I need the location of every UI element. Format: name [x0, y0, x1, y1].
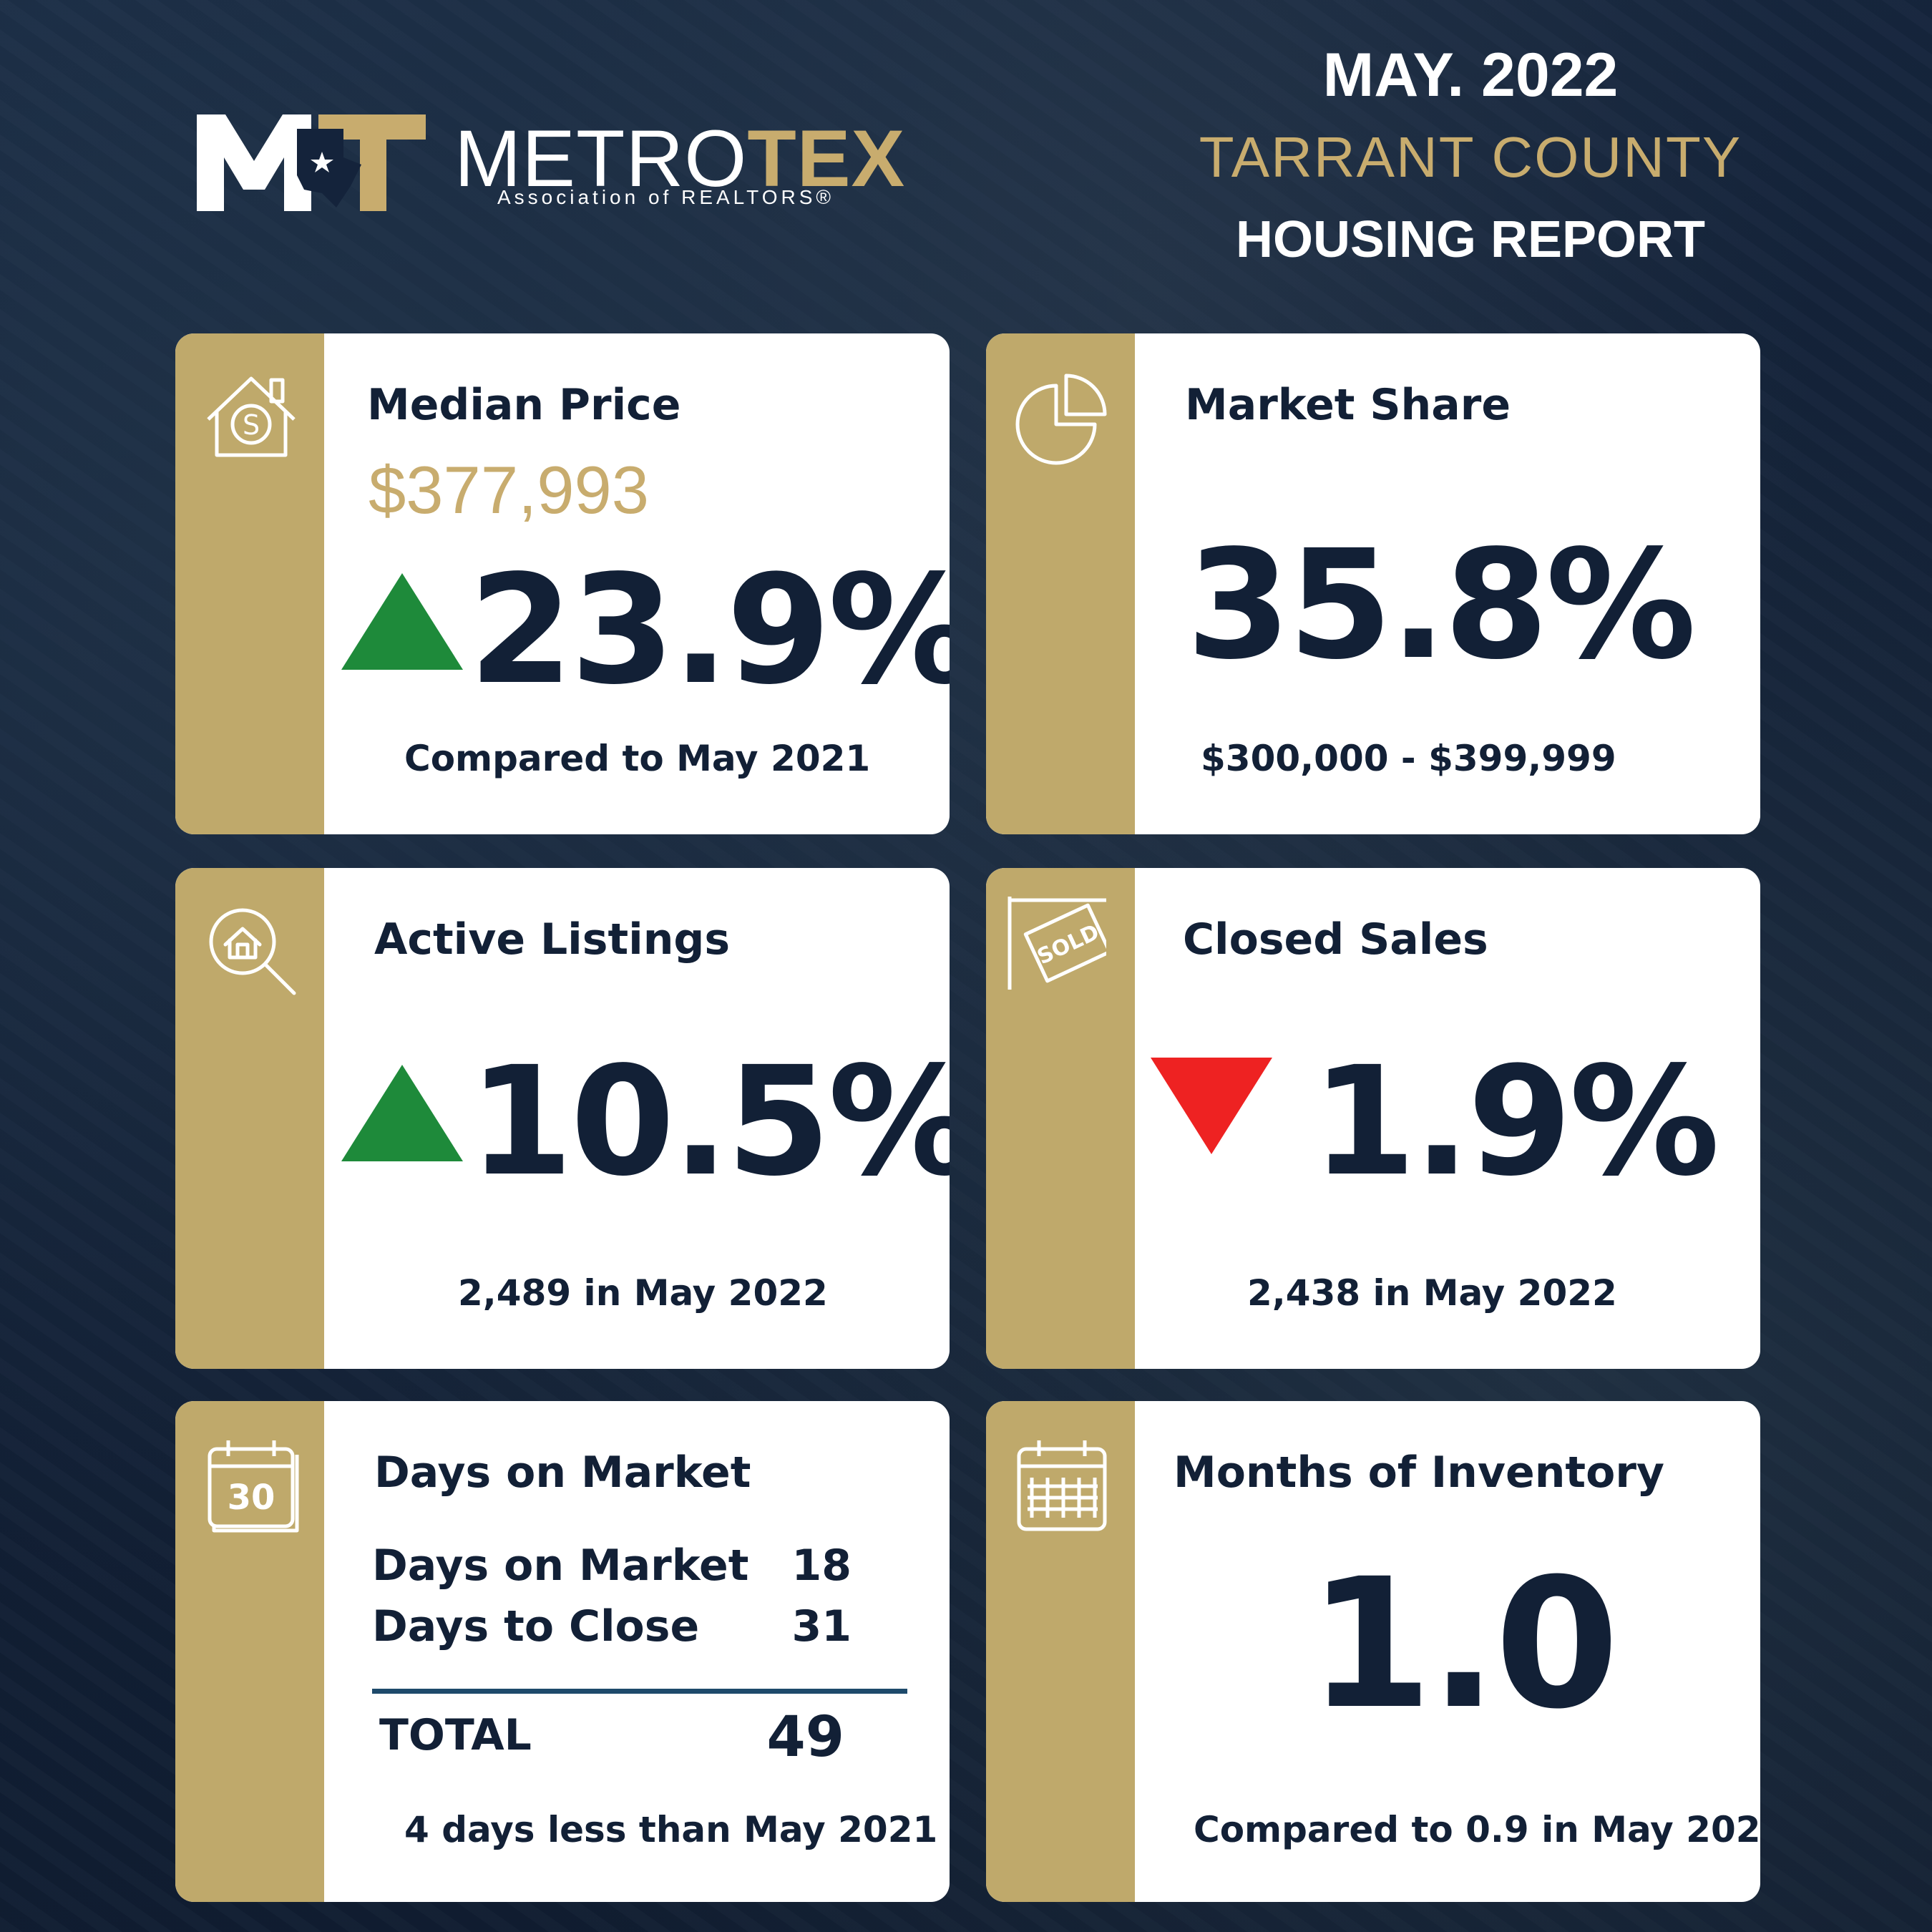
median-price-card: S Median Price $377,993 23.9% Compared t…	[175, 333, 950, 834]
mt-logo-mark-icon	[197, 114, 426, 211]
card-sidebar	[175, 333, 324, 834]
dom-row-value: 18	[791, 1541, 852, 1591]
metrotex-tagline: Association of REALTORS®	[497, 186, 835, 208]
months-inventory-note: Compared to 0.9 in May 2021	[1194, 1809, 1760, 1850]
card-sidebar	[175, 1401, 324, 1902]
dtc-row-label: Days to Close	[372, 1601, 700, 1652]
days-on-market-title: Days on Market	[374, 1448, 751, 1498]
median-price-value: $377,993	[369, 452, 650, 527]
total-divider	[372, 1689, 907, 1694]
median-price-title: Median Price	[367, 380, 681, 430]
dtc-row-value: 31	[791, 1601, 852, 1652]
active-listings-note: 2,489 in May 2022	[458, 1272, 828, 1314]
house-dollar-icon: S	[207, 376, 296, 457]
house-search-icon	[209, 908, 296, 995]
months-inventory-title: Months of Inventory	[1174, 1448, 1665, 1498]
report-title-block: MAY. 2022 TARRANT COUNTY HOUSING REPORT	[1095, 36, 1846, 279]
dom-row-label: Days on Market	[372, 1541, 749, 1591]
active-listings-card: Active Listings 10.5% 2,489 in May 2022	[175, 868, 950, 1369]
calendar-30-icon: 30	[208, 1440, 299, 1533]
months-inventory-value: 1.0	[1308, 1540, 1619, 1748]
metrotex-wordmark: METROTEX	[454, 114, 906, 203]
svg-text:S: S	[243, 409, 260, 441]
days-on-market-note: 4 days less than May 2021	[404, 1809, 938, 1850]
market-share-card: Market Share 35.8% $300,000 - $399,999	[986, 333, 1760, 834]
total-label: TOTAL	[379, 1710, 532, 1760]
closed-sales-card: SOLD Closed Sales 1.9% 2,438 in May 2022	[986, 868, 1760, 1369]
active-listings-change: 10.5%	[469, 1034, 950, 1209]
median-price-note: Compared to May 2021	[404, 738, 871, 779]
metrotex-logo: METROTEX Association of REALTORS®	[197, 107, 912, 215]
sold-sign-icon: SOLD	[1008, 897, 1106, 990]
up-arrow-icon	[341, 1065, 463, 1161]
calendar-grid-icon	[1017, 1440, 1107, 1531]
card-sidebar	[986, 333, 1135, 834]
closed-sales-note: 2,438 in May 2022	[1247, 1272, 1617, 1314]
months-inventory-card: Months of Inventory 1.0 Compared to 0.9 …	[986, 1401, 1760, 1902]
market-share-title: Market Share	[1185, 380, 1511, 430]
pie-chart-icon	[1015, 374, 1107, 465]
median-price-change: 23.9%	[469, 542, 950, 718]
market-share-note: $300,000 - $399,999	[1201, 738, 1616, 779]
up-arrow-icon	[341, 573, 463, 670]
report-county: TARRANT COUNTY	[1199, 125, 1742, 189]
total-value: 49	[766, 1705, 844, 1770]
days-on-market-card: 30 Days on Market Days on Market 18 Days…	[175, 1401, 950, 1902]
down-arrow-icon	[1151, 1058, 1272, 1154]
closed-sales-title: Closed Sales	[1183, 914, 1488, 965]
active-listings-title: Active Listings	[374, 914, 731, 965]
closed-sales-change: 1.9%	[1312, 1034, 1719, 1209]
market-share-value: 35.8%	[1186, 517, 1697, 693]
card-sidebar	[175, 868, 324, 1369]
report-type: HOUSING REPORT	[1235, 211, 1706, 268]
svg-text:30: 30	[228, 1478, 275, 1518]
report-date: MAY. 2022	[1322, 41, 1619, 109]
